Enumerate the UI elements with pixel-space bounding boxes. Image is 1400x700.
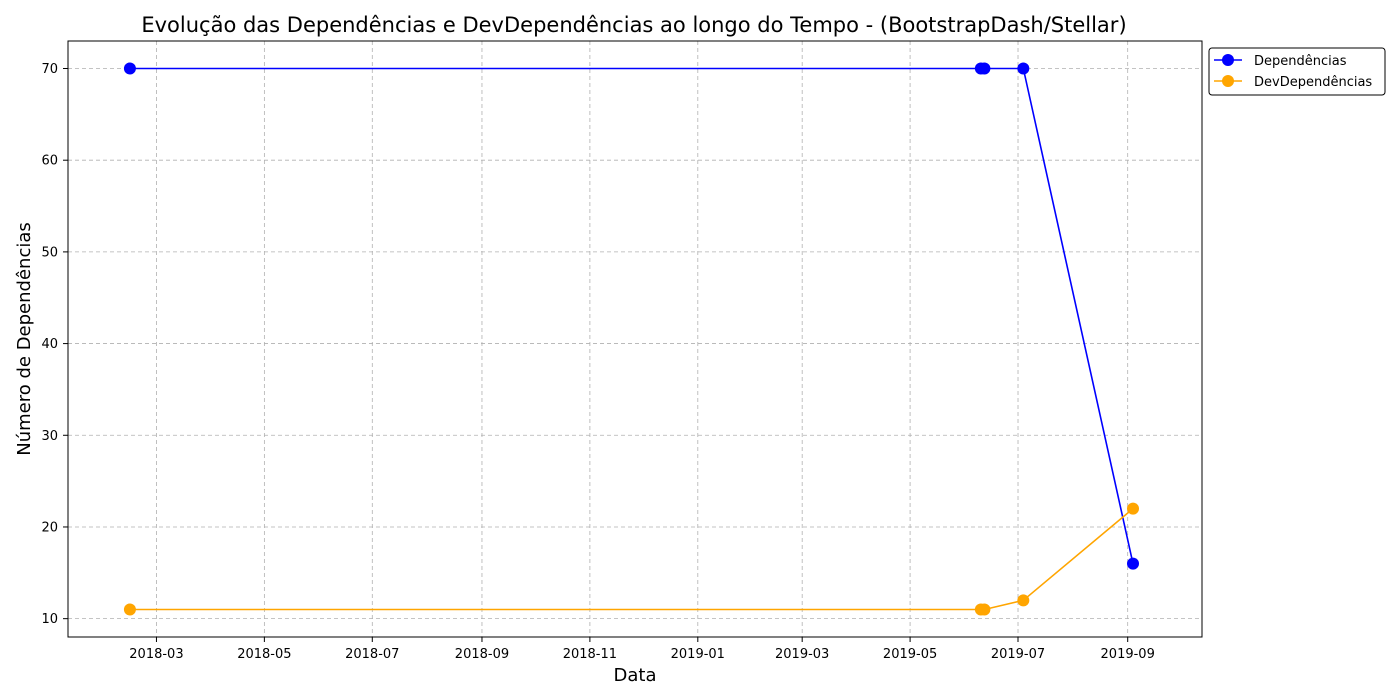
series-layer xyxy=(123,62,1140,616)
data-point-dependencias xyxy=(123,62,136,75)
data-point-devdependencias xyxy=(1127,502,1140,515)
legend-box xyxy=(1208,47,1386,96)
x-axis-ticks: 2018-03 2018-05 2018-07 2018-09 2018-11 2019-… xyxy=(129,637,1155,662)
data-point-dependencias xyxy=(1017,62,1030,75)
y-tick-label: 60 xyxy=(41,154,58,169)
x-tick-label: 2018-09 xyxy=(455,647,509,662)
data-point-dependencias xyxy=(1127,557,1140,570)
legend-label-dependencias: Dependências xyxy=(1254,54,1347,69)
x-tick-label: 2018-07 xyxy=(345,647,399,662)
x-tick-label: 2019-09 xyxy=(1101,647,1155,662)
plot-frame xyxy=(67,40,1203,638)
x-tick-label: 2018-03 xyxy=(129,647,183,662)
x-tick-label: 2018-05 xyxy=(237,647,291,662)
y-tick-label: 30 xyxy=(41,429,58,444)
series-devdependencias xyxy=(123,502,1140,616)
y-axis-label: Número de Dependências xyxy=(14,222,35,456)
x-tick-label: 2019-03 xyxy=(775,647,829,662)
grid-lines xyxy=(68,41,1202,637)
data-point-dependencias xyxy=(978,62,991,75)
y-tick-label: 50 xyxy=(41,245,58,260)
y-tick-label: 20 xyxy=(41,520,58,535)
legend-label-devdependencias: DevDependências xyxy=(1254,75,1372,90)
x-tick-label: 2019-01 xyxy=(671,647,725,662)
series-line-dependencias xyxy=(129,67,1134,564)
x-tick-label: 2019-05 xyxy=(883,647,937,662)
data-point-devdependencias xyxy=(123,603,136,616)
data-point-devdependencias xyxy=(978,603,991,616)
legend-marker-dependencias xyxy=(1222,54,1234,66)
y-tick-label: 70 xyxy=(41,62,58,77)
x-axis-label: Data xyxy=(614,665,657,686)
series-line-devdependencias xyxy=(129,508,1134,611)
x-tick-label: 2019-07 xyxy=(991,647,1045,662)
y-tick-label: 10 xyxy=(41,612,58,627)
data-point-devdependencias xyxy=(1017,594,1030,607)
x-tick-label: 2018-11 xyxy=(563,647,617,662)
y-tick-label: 40 xyxy=(41,337,58,352)
y-axis-ticks: 10 20 30 40 50 60 70 xyxy=(41,62,68,627)
legend: Dependências DevDependências xyxy=(1208,47,1386,96)
legend-marker-devdependencias xyxy=(1222,75,1234,87)
series-dependencias xyxy=(123,62,1140,570)
chart-title: Evolução das Dependências e DevDependênc… xyxy=(141,13,1126,37)
